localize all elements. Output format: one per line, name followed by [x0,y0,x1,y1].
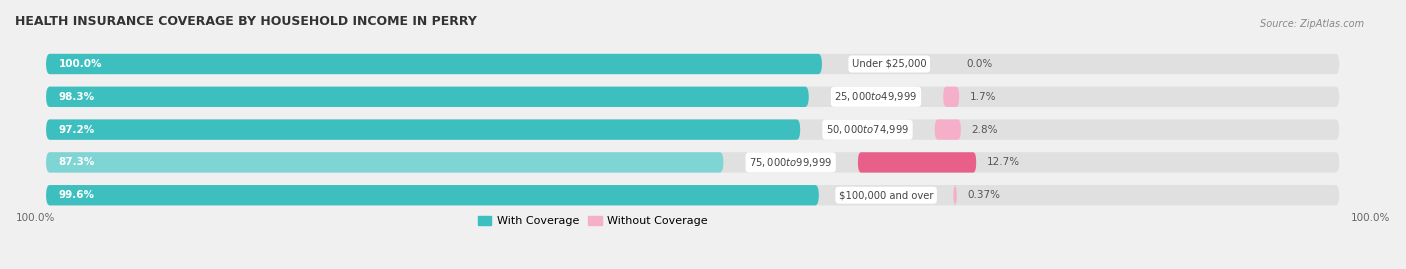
FancyBboxPatch shape [46,54,823,74]
Text: 12.7%: 12.7% [987,157,1019,167]
Legend: With Coverage, Without Coverage: With Coverage, Without Coverage [474,211,713,231]
FancyBboxPatch shape [953,185,957,206]
Text: 2.8%: 2.8% [972,125,998,134]
FancyBboxPatch shape [46,87,808,107]
FancyBboxPatch shape [46,119,800,140]
FancyBboxPatch shape [46,119,1340,140]
Text: $100,000 and over: $100,000 and over [839,190,934,200]
Text: HEALTH INSURANCE COVERAGE BY HOUSEHOLD INCOME IN PERRY: HEALTH INSURANCE COVERAGE BY HOUSEHOLD I… [15,15,477,28]
FancyBboxPatch shape [46,185,818,206]
Text: 100.0%: 100.0% [59,59,103,69]
Text: 0.0%: 0.0% [967,59,993,69]
Text: 100.0%: 100.0% [15,213,55,223]
FancyBboxPatch shape [46,152,1340,173]
Text: 99.6%: 99.6% [59,190,94,200]
FancyBboxPatch shape [46,54,1340,74]
FancyBboxPatch shape [46,185,1340,206]
Text: Under $25,000: Under $25,000 [852,59,927,69]
FancyBboxPatch shape [943,87,959,107]
FancyBboxPatch shape [46,87,1340,107]
FancyBboxPatch shape [46,152,724,173]
Text: $25,000 to $49,999: $25,000 to $49,999 [834,90,918,103]
FancyBboxPatch shape [858,152,976,173]
FancyBboxPatch shape [935,119,960,140]
Text: $75,000 to $99,999: $75,000 to $99,999 [749,156,832,169]
Text: 1.7%: 1.7% [970,92,995,102]
Text: 100.0%: 100.0% [1351,213,1391,223]
Text: 97.2%: 97.2% [59,125,94,134]
Text: Source: ZipAtlas.com: Source: ZipAtlas.com [1260,19,1364,29]
Text: 0.37%: 0.37% [967,190,1000,200]
Text: 98.3%: 98.3% [59,92,94,102]
Text: $50,000 to $74,999: $50,000 to $74,999 [825,123,910,136]
Text: 87.3%: 87.3% [59,157,94,167]
